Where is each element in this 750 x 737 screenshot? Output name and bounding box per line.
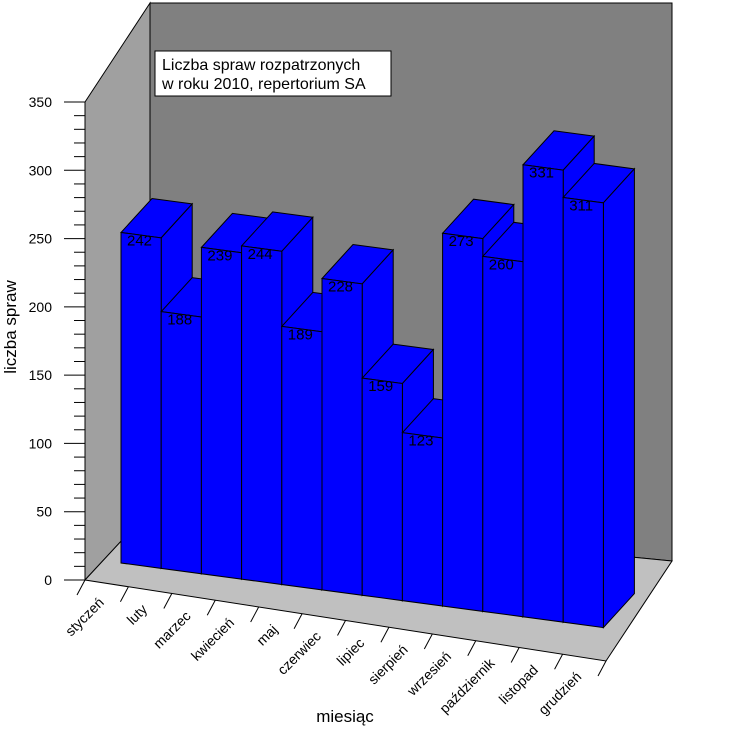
bar-front [401, 432, 444, 607]
bar-value-label: 123 [408, 433, 433, 450]
bar-front [522, 164, 564, 623]
y-tick-label: 100 [29, 435, 53, 451]
y-tick-label: 50 [36, 504, 52, 520]
y-axis-title: liczba spraw [1, 280, 20, 374]
x-tick-label: marzec [150, 608, 194, 652]
x-tick-label: czerwiec [274, 628, 324, 678]
x-axis-title: miesiąc [316, 707, 374, 726]
x-tick-label: styczeń [62, 594, 107, 639]
bar-front [241, 245, 283, 586]
x-tick-label: luty [124, 601, 151, 628]
x-tick [119, 586, 129, 602]
bar-front [281, 325, 323, 591]
y-tick-label: 150 [29, 367, 53, 383]
bar-value-label: 331 [529, 165, 554, 182]
x-tick-label: wrzesień [403, 648, 454, 699]
x-tick-label: listopad [496, 662, 541, 707]
y-tick-label: 300 [29, 162, 53, 178]
y-tick-label: 350 [29, 94, 53, 110]
chart-title-line-1: Liczba spraw rozpatrzonych [162, 57, 360, 74]
chart-title-line-2: w roku 2010, repertorium SA [161, 76, 366, 93]
x-tick-label: grudzień [535, 668, 584, 717]
x-tick [467, 640, 477, 656]
bar-value-label: 311 [569, 197, 593, 214]
x-tick [337, 620, 346, 636]
x-tick-label: sierpień [365, 641, 411, 687]
x-tick [510, 647, 520, 663]
bar-front [321, 277, 363, 596]
bar-11 [562, 162, 636, 629]
chart-title-box [154, 50, 392, 97]
y-tick-label: 200 [29, 299, 53, 315]
bar-value-label: 242 [127, 232, 152, 249]
bar-front [562, 196, 604, 629]
y-tick-label: 250 [29, 231, 53, 247]
bar-value-label: 188 [167, 312, 192, 329]
bar-front [442, 232, 484, 612]
y-tick-label: 0 [44, 572, 52, 588]
x-tick-label: kwiecień [188, 614, 237, 663]
bar-front [361, 377, 403, 602]
bar-value-label: 273 [449, 233, 474, 250]
bar-front [482, 255, 524, 618]
bar-value-label: 244 [248, 246, 273, 263]
bar-value-label: 159 [368, 378, 393, 395]
x-tick [206, 600, 216, 616]
bar-front [160, 311, 202, 575]
bar-value-label: 189 [288, 326, 313, 343]
x-tick [163, 593, 173, 609]
x-tick [380, 627, 390, 643]
x-tick [76, 579, 86, 596]
x-tick [423, 633, 433, 650]
x-tick [293, 613, 303, 629]
bar-value-label: 239 [207, 247, 232, 264]
bar-side [602, 167, 635, 629]
x-tick [554, 654, 564, 670]
bar-value-label: 260 [489, 256, 514, 273]
bar-front [200, 246, 243, 580]
x-tick-label: lipiec [333, 635, 367, 669]
x-tick-label: maj [253, 621, 280, 648]
x-tick [597, 660, 607, 677]
bar-front [120, 231, 162, 569]
x-tick [250, 606, 260, 623]
bar-value-label: 228 [328, 279, 353, 296]
